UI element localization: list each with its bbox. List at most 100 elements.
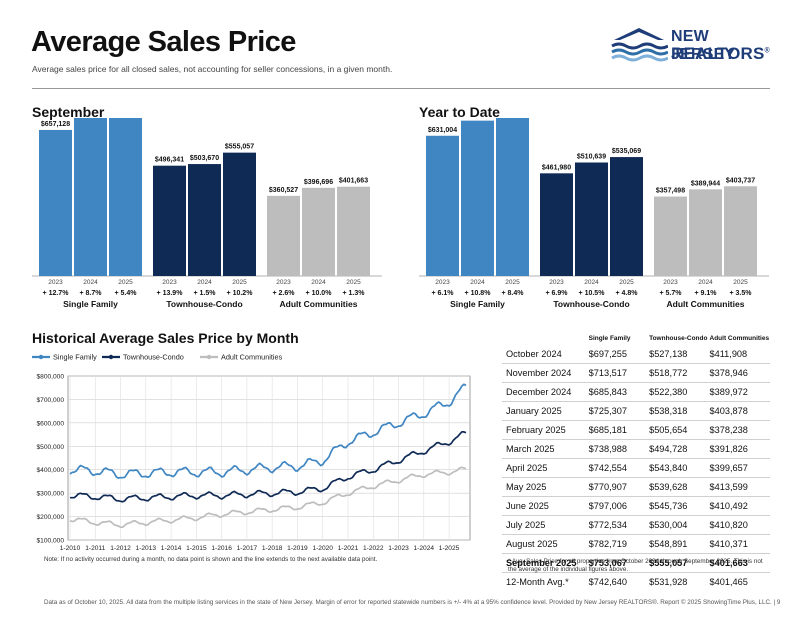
bar <box>267 195 300 276</box>
table-row: August 2025 $782,719 $548,891 $410,371 <box>502 534 770 554</box>
september-section-title: September <box>32 104 105 120</box>
table-value-cell: $725,307 <box>588 401 650 421</box>
table-value-cell: $391,826 <box>709 439 770 459</box>
table-value-cell: $378,238 <box>709 420 770 440</box>
bar-value-label: $389,944 <box>691 180 720 187</box>
y-tick-label: $400,000 <box>36 467 64 474</box>
change-label: + 13.9% <box>157 290 184 297</box>
legend-label: Single Family <box>53 353 97 362</box>
bar-value-label: $396,696 <box>304 179 333 186</box>
table-row: September 2025 $753,067 $555,057 $401,663 <box>502 553 770 573</box>
table-month-cell: May 2025 <box>502 477 589 497</box>
bar <box>337 186 370 276</box>
table-value-cell: $539,628 <box>649 477 710 497</box>
table-row: April 2025 $742,554 $543,840 $399,657 <box>502 458 770 478</box>
y-tick-label: $600,000 <box>36 420 64 427</box>
table-value-cell: $530,004 <box>649 515 710 535</box>
year-label: 2025 <box>505 279 520 286</box>
x-tick-label: 1-2010 <box>60 545 81 552</box>
year-label: 2024 <box>584 279 599 286</box>
table-header-cell <box>502 333 589 345</box>
bar <box>496 118 529 276</box>
plot-frame <box>67 375 471 541</box>
bar-value-label: $496,341 <box>155 157 184 164</box>
group-label: Townhouse-Condo <box>553 299 629 309</box>
table-value-cell: $685,843 <box>588 382 650 402</box>
change-label: + 10.5% <box>579 290 606 297</box>
year-label: 2023 <box>435 279 450 286</box>
legend-marker <box>108 354 114 360</box>
table-value-cell: $742,640 <box>588 577 627 587</box>
bar <box>302 187 335 276</box>
table-value-cell: $522,380 <box>649 382 710 402</box>
bar-value-label: $403,737 <box>726 177 755 184</box>
table-value-cell: $518,772 <box>649 363 710 383</box>
change-label: + 10.8% <box>465 290 492 297</box>
y-tick-label: $500,000 <box>36 444 64 451</box>
table-month-cell: April 2025 <box>502 458 589 478</box>
bar <box>461 120 494 276</box>
table-value-cell: $753,067 <box>588 553 650 573</box>
year-label: 2024 <box>197 279 212 286</box>
x-tick-label: 1-2011 <box>85 545 105 552</box>
legend-marker <box>38 354 44 360</box>
table-header-cell: Adult Communities <box>709 334 770 342</box>
series-line <box>69 383 467 479</box>
bar <box>575 162 608 276</box>
bar-value-label: $555,057 <box>225 144 254 151</box>
change-label: + 3.5% <box>730 290 753 297</box>
page-subtitle: Average sales price for all closed sales… <box>32 64 393 74</box>
header-divider <box>32 88 770 89</box>
table-value-cell: $555,057 <box>649 553 710 573</box>
table-month-cell: January 2025 <box>502 401 589 421</box>
bar <box>74 118 107 277</box>
change-label: + 5.7% <box>660 290 683 297</box>
table-header-cell: Townhouse-Condo <box>649 334 708 342</box>
table-value-cell: $399,657 <box>709 458 770 478</box>
table-value-cell: $548,891 <box>649 534 710 554</box>
table-month-cell: 12-Month Avg.* <box>506 577 569 587</box>
year-label: 2023 <box>549 279 564 286</box>
table-value-cell: $410,492 <box>709 496 770 516</box>
bar <box>689 189 722 276</box>
table-row: March 2025 $738,988 $494,728 $391,826 <box>502 439 770 459</box>
table-value-cell: $770,907 <box>588 477 650 497</box>
table-value-cell: $697,255 <box>588 345 650 364</box>
table-value-cell: $797,006 <box>588 496 650 516</box>
y-tick-label: $300,000 <box>36 491 64 498</box>
year-label: 2025 <box>733 279 748 286</box>
table-value-cell: $545,736 <box>649 496 710 516</box>
historical-line-chart: Single Family Townhouse-Condo Adult Commun… <box>32 353 471 552</box>
ytd-section-title: Year to Date <box>419 104 500 120</box>
table-value-cell: $531,928 <box>649 577 688 587</box>
table-row: December 2024 $685,843 $522,380 $389,972 <box>502 382 770 402</box>
bar-value-label: $631,004 <box>428 127 457 134</box>
group-label: Townhouse-Condo <box>166 299 242 309</box>
change-label: + 2.6% <box>273 290 296 297</box>
bar <box>109 118 142 276</box>
table-value-cell: $403,878 <box>709 401 770 421</box>
table-row: February 2025 $685,181 $505,654 $378,238 <box>502 420 770 440</box>
legend-label: Townhouse-Condo <box>123 353 184 362</box>
x-tick-label: 1-2012 <box>110 545 131 552</box>
logo-waves-icon <box>611 28 668 62</box>
year-label: 2024 <box>470 279 485 286</box>
change-label: + 10.2% <box>227 290 254 297</box>
bar <box>610 157 643 276</box>
new-jersey-realtors-logo: NEW JERSEY REALTORS® <box>610 26 775 66</box>
table-value-cell: $742,554 <box>588 458 650 478</box>
table-month-cell: October 2024 <box>502 345 589 364</box>
table-value-cell: $543,840 <box>649 458 710 478</box>
table-row: October 2024 $697,255 $527,138 $411,908 <box>502 345 770 364</box>
table-month-cell: February 2025 <box>502 420 589 440</box>
table-footnote: * Avg. Sales Price for all properties fr… <box>508 558 763 573</box>
page-title: Average Sales Price <box>31 26 296 58</box>
bar-value-label: $360,527 <box>269 187 298 194</box>
bar <box>654 196 687 276</box>
year-label: 2023 <box>48 279 63 286</box>
bar-value-label: $401,663 <box>339 178 368 185</box>
x-tick-label: 1-2015 <box>186 545 207 552</box>
table-value-cell: $401,663 <box>709 553 770 573</box>
